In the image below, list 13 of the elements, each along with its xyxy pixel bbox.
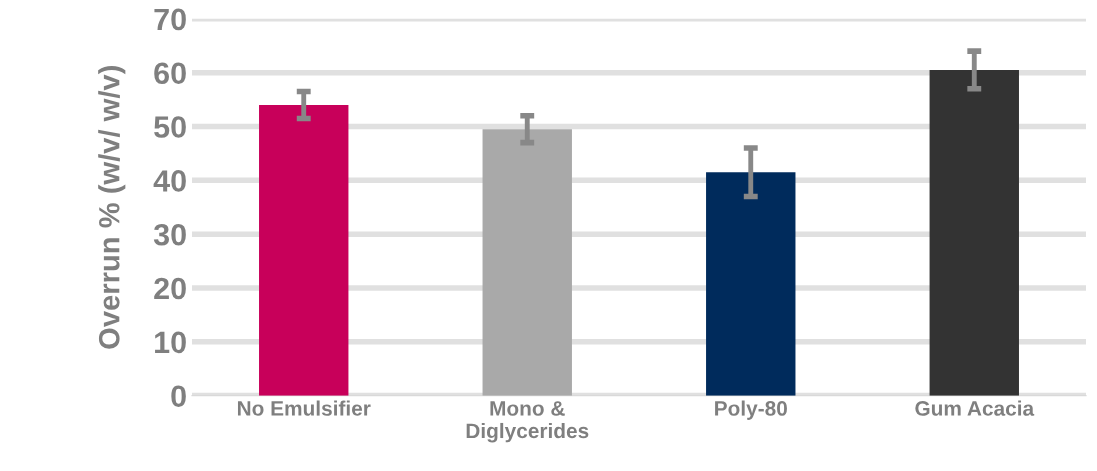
y-tick-label: 10 [155, 331, 186, 354]
y-tick-label: 30 [153, 223, 186, 246]
y-tick-label: 50 [154, 116, 186, 138]
y-tick-label: 60 [154, 62, 186, 85]
y-tick-label: 0 [171, 385, 186, 408]
y-tick-label: 40 [153, 170, 186, 192]
y-axis-title: Overrun % (w/v/ w/v) [98, 66, 126, 349]
y-tick-label: 20 [154, 277, 186, 300]
x-tick-label: Gum Acacia [915, 400, 1035, 416]
x-tick-label: No Emulsifier [237, 400, 371, 416]
x-tick-label: Mono & Diglycerides [466, 401, 589, 443]
x-tick-label: Poly-80 [715, 400, 787, 420]
y-tick-label: 70 [154, 8, 186, 31]
